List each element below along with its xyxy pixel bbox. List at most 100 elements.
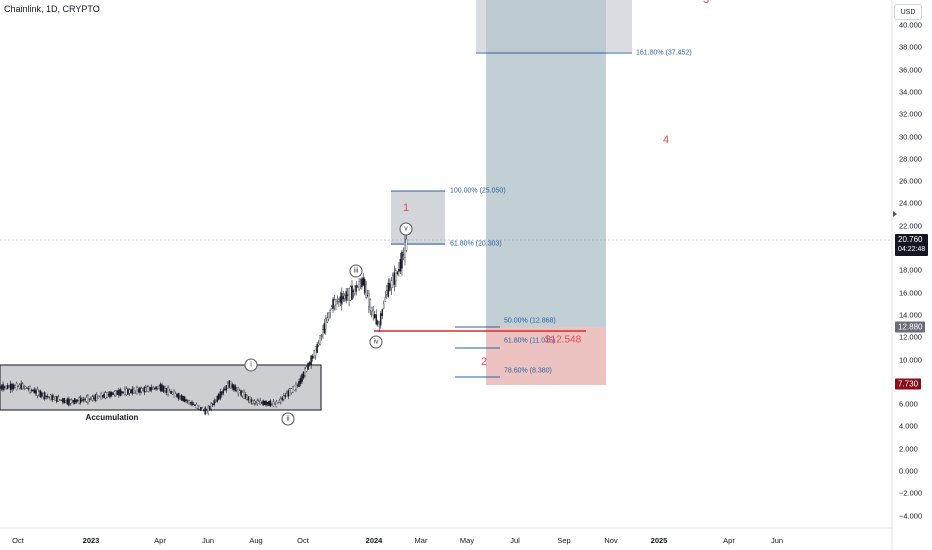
candle-body	[329, 310, 331, 314]
wave-label-4: 4	[662, 134, 670, 146]
y-tick-label: 16.000	[899, 288, 922, 298]
candle-body	[43, 392, 46, 400]
candle-body	[213, 400, 215, 405]
y-tick-label: 12.000	[899, 332, 922, 342]
x-tick-label: 2024	[365, 536, 383, 545]
candle-body	[237, 387, 239, 394]
candle-body	[115, 390, 117, 396]
candle-body	[280, 398, 282, 403]
candle-body	[116, 390, 119, 395]
candle-body	[52, 396, 55, 400]
candle-body	[137, 389, 140, 392]
candle-body	[59, 399, 61, 401]
candle-body	[255, 401, 257, 403]
candle-body	[395, 270, 397, 282]
candle-body	[201, 407, 203, 412]
candle-body	[405, 238, 408, 251]
candle-body	[359, 283, 362, 286]
candle-body	[381, 309, 384, 316]
candle-body	[103, 393, 105, 398]
candle-body	[202, 410, 205, 411]
candle-body	[211, 403, 214, 406]
candle-body	[218, 394, 220, 400]
candle-body	[167, 387, 169, 395]
candle-body	[372, 310, 374, 316]
candle-body	[8, 386, 10, 388]
candle-body	[214, 400, 217, 402]
candle-body	[327, 312, 330, 320]
target-box	[486, 0, 606, 327]
candle-body	[268, 401, 270, 406]
candle-body	[189, 402, 192, 404]
x-tick-label: 2023	[82, 536, 100, 545]
candle-body	[384, 297, 387, 302]
candle-body	[69, 399, 72, 404]
candle-body	[369, 298, 372, 311]
y-tick-label: −2.000	[899, 488, 923, 498]
candle-body	[66, 398, 69, 405]
candle-body	[56, 395, 58, 402]
fib-label-618-lower: 61.80% (11.015)	[504, 337, 556, 345]
y-tick-label: 32.000	[899, 109, 922, 119]
elliott-label-v: v	[399, 222, 413, 236]
candle-body	[140, 388, 143, 392]
candle-body	[32, 390, 34, 392]
candle-body	[45, 395, 47, 397]
candle-body	[284, 395, 287, 397]
candle-body	[210, 403, 212, 410]
elliott-label-iii: iii	[349, 264, 363, 278]
candle-body	[63, 398, 66, 404]
candle-body	[375, 314, 377, 325]
candle-body	[133, 388, 135, 394]
candle-body	[17, 386, 19, 387]
x-tick-label: Mar	[414, 536, 428, 545]
wave-five-box	[391, 191, 445, 245]
candle-body	[171, 392, 174, 395]
candle-body	[281, 397, 284, 400]
candle-body	[192, 403, 195, 405]
candle-body	[346, 294, 349, 296]
current-price-value: 20.760	[898, 235, 923, 244]
y-tick-label: 28.000	[899, 154, 922, 164]
candle-body	[131, 388, 134, 394]
candle-body	[91, 396, 94, 401]
x-tick-label: Oct	[297, 536, 309, 545]
candle-body	[404, 241, 406, 258]
accumulation-label: Accumulation	[85, 413, 139, 422]
candle-body	[71, 399, 73, 404]
candle-body	[363, 278, 366, 294]
candle-body	[173, 390, 175, 398]
candle-body	[30, 389, 33, 391]
candle-body	[335, 299, 337, 305]
candle-body	[322, 329, 324, 336]
y-tick-label: −4.000	[899, 511, 923, 521]
x-tick-label: Aug	[249, 536, 263, 545]
candle-body	[161, 384, 163, 392]
candle-body	[5, 385, 7, 389]
candle-body	[343, 295, 346, 299]
candle-body	[304, 368, 306, 376]
candle-body	[308, 362, 311, 365]
candle-body	[142, 388, 144, 391]
candle-body	[299, 378, 302, 384]
y-tick-label: 0.000	[899, 466, 918, 476]
wave-label-1: 1	[402, 202, 410, 214]
candle-body	[94, 394, 97, 401]
candle-body	[378, 325, 380, 327]
candle-body	[319, 335, 321, 345]
candle-body	[150, 387, 153, 390]
currency-button[interactable]: USD	[894, 4, 922, 20]
candle-body	[293, 385, 296, 391]
candle-body	[165, 387, 168, 393]
scroll-right-icon[interactable]	[893, 211, 897, 217]
candle-body	[342, 296, 345, 300]
candle-body	[387, 282, 390, 297]
candle-body	[195, 404, 198, 409]
candle-body	[390, 280, 393, 288]
candle-body	[373, 314, 376, 319]
candle-body	[110, 392, 113, 396]
candle-body	[78, 397, 80, 404]
fib-label-618-upper: 61.80% (20.303)	[450, 240, 502, 248]
x-tick-label: Oct	[12, 536, 24, 545]
